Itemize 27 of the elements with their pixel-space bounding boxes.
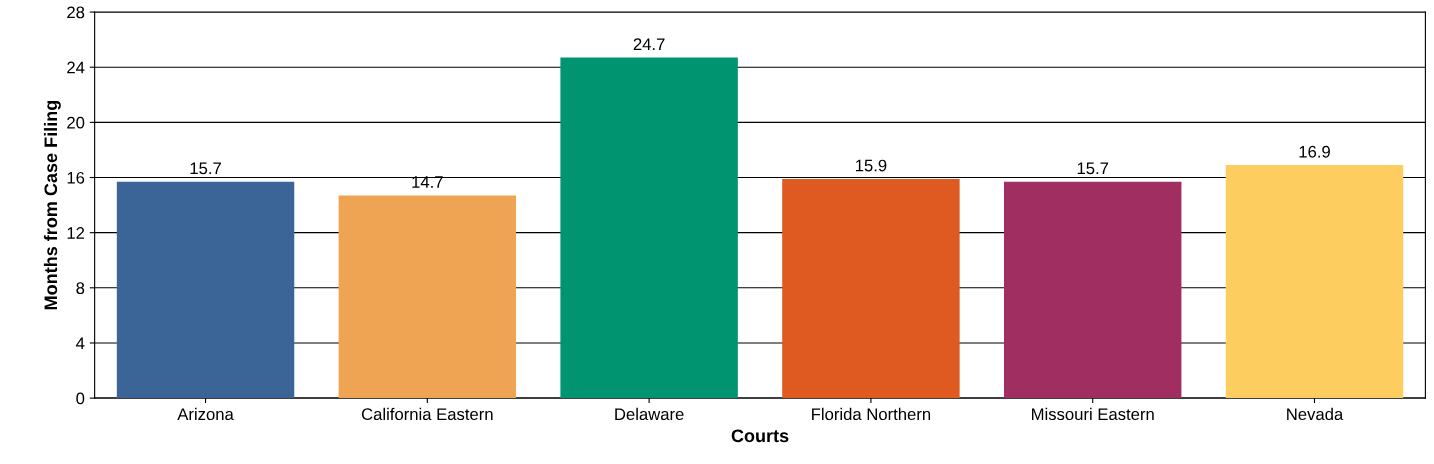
y-axis-title: Months from Case Filing bbox=[43, 100, 61, 310]
bar bbox=[338, 195, 517, 399]
bar bbox=[116, 181, 295, 399]
bar bbox=[560, 57, 738, 399]
x-tick-label: Nevada bbox=[1287, 407, 1344, 421]
x-axis-title: Courts bbox=[731, 429, 789, 443]
x-tick-label: Delaware bbox=[615, 407, 684, 421]
bar bbox=[1003, 181, 1182, 399]
data-label: 15.9 bbox=[855, 159, 887, 172]
bar bbox=[782, 178, 960, 399]
x-tick-label: Arizona bbox=[177, 407, 234, 421]
data-label: 15.7 bbox=[190, 162, 221, 175]
data-label: 15.7 bbox=[1077, 162, 1109, 175]
x-tick-label: Missouri Eastern bbox=[1032, 407, 1154, 421]
y-tick-label: 8 bbox=[76, 282, 85, 295]
y-tick-label: 24 bbox=[67, 61, 85, 74]
y-tick-label: 4 bbox=[76, 337, 85, 349]
y-tick-label: 28 bbox=[67, 6, 85, 19]
bar bbox=[1225, 165, 1404, 399]
data-label: 16.9 bbox=[1299, 145, 1330, 158]
y-tick-label: 20 bbox=[67, 116, 85, 129]
x-tick-label: California Eastern bbox=[361, 407, 493, 421]
x-tick-label: Florida Northern bbox=[812, 407, 931, 421]
y-tick-label: 16 bbox=[67, 171, 85, 184]
data-label: 24.7 bbox=[633, 38, 665, 50]
y-tick-label: 12 bbox=[67, 227, 85, 239]
y-tick-label: 0 bbox=[76, 392, 85, 405]
